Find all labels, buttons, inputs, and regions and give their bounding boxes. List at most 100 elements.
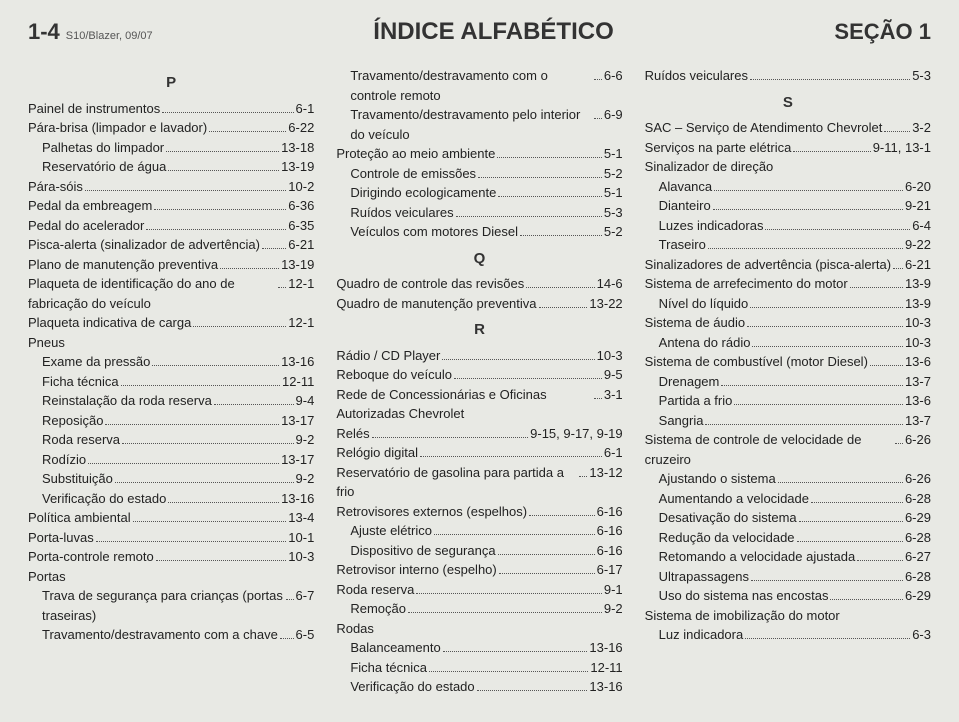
index-entry: Ficha técnica12-11 <box>336 658 622 678</box>
index-entry: Retomando a velocidade ajustada6-27 <box>645 547 931 567</box>
entry-label: Ruídos veiculares <box>350 203 453 223</box>
entry-label: Relés <box>336 424 369 444</box>
entry-page: 5-1 <box>604 144 623 164</box>
entry-page: 6-28 <box>905 567 931 587</box>
entry-label: Sistema de arrefecimento do motor <box>645 274 848 294</box>
entry-page: 10-3 <box>288 547 314 567</box>
index-entry: Serviços na parte elétrica9-11, 13-1 <box>645 138 931 158</box>
entry-label: Controle de emissões <box>350 164 476 184</box>
entry-label: Sistema de combustível (motor Diesel) <box>645 352 868 372</box>
index-entry: Pára-sóis10-2 <box>28 177 314 197</box>
index-entry: Verificação do estado13-16 <box>28 489 314 509</box>
leader-dots <box>857 560 903 561</box>
index-entry: Substituição9-2 <box>28 469 314 489</box>
leader-dots <box>372 437 529 438</box>
index-entry: Plano de manutenção preventiva13-19 <box>28 255 314 275</box>
leader-dots <box>454 378 602 379</box>
leader-dots <box>193 326 286 327</box>
index-entry: Remoção9-2 <box>336 599 622 619</box>
entry-label: Dianteiro <box>659 196 711 216</box>
leader-dots <box>156 560 287 561</box>
document-reference: S10/Blazer, 09/07 <box>66 30 153 42</box>
leader-dots <box>594 118 602 119</box>
leader-dots <box>105 424 279 425</box>
leader-dots <box>456 216 602 217</box>
leader-dots <box>209 131 286 132</box>
index-columns: PPainel de instrumentos6-1Pára-brisa (li… <box>28 66 931 697</box>
leader-dots <box>278 287 286 288</box>
entry-label: Nível do líquido <box>659 294 749 314</box>
index-entry: Quadro de manutenção preventiva13-22 <box>336 294 622 314</box>
index-entry: Redução da velocidade 6-28 <box>645 528 931 548</box>
entry-label: Plaqueta de identificação do ano de fabr… <box>28 274 276 313</box>
index-entry: Porta-controle remoto10-3 <box>28 547 314 567</box>
entry-label: Redução da velocidade <box>659 528 795 548</box>
leader-dots <box>478 177 602 178</box>
entry-page: 5-3 <box>912 66 931 86</box>
entry-label: Palhetas do limpador <box>42 138 164 158</box>
entry-page: 6-7 <box>296 586 315 606</box>
entry-page: 6-26 <box>905 430 931 450</box>
leader-dots <box>122 443 293 444</box>
entry-page: 13-16 <box>589 638 622 658</box>
index-entry: Plaqueta de identificação do ano de fabr… <box>28 274 314 313</box>
entry-label: Pára-brisa (limpador e lavador) <box>28 118 207 138</box>
index-entry: Ultrapassagens6-28 <box>645 567 931 587</box>
entry-label: Rodízio <box>42 450 86 470</box>
index-entry: Rodízio13-17 <box>28 450 314 470</box>
index-entry: Sistema de imobilização do motor <box>645 606 931 626</box>
index-entry: Trava de segurança para crianças (portas… <box>28 586 314 625</box>
entry-page: 12-11 <box>590 658 622 678</box>
index-entry: Verificação do estado13-16 <box>336 677 622 697</box>
entry-page: 6-3 <box>912 625 931 645</box>
entry-page: 5-3 <box>604 203 623 223</box>
entry-page: 13-22 <box>589 294 622 314</box>
entry-label: Desativação do sistema <box>659 508 797 528</box>
entry-label: Pára-sóis <box>28 177 83 197</box>
leader-dots <box>115 482 294 483</box>
entry-page: 13-6 <box>905 391 931 411</box>
index-entry: Pedal da embreagem6-36 <box>28 196 314 216</box>
leader-dots <box>529 515 595 516</box>
index-entry: Dirigindo ecologicamente5-1 <box>336 183 622 203</box>
leader-dots <box>146 229 286 230</box>
entry-label: Reposição <box>42 411 103 431</box>
entry-label: Verificação do estado <box>42 489 166 509</box>
entry-page: 6-29 <box>905 586 931 606</box>
index-entry: Reservatório de água13-19 <box>28 157 314 177</box>
index-entry: Luz indicadora6-3 <box>645 625 931 645</box>
index-entry: Alavanca6-20 <box>645 177 931 197</box>
entry-page: 9-1 <box>604 580 623 600</box>
index-entry: Pisca-alerta (sinalizador de advertência… <box>28 235 314 255</box>
index-entry: Sistema de arrefecimento do motor 13-9 <box>645 274 931 294</box>
leader-dots <box>799 521 903 522</box>
leader-dots <box>286 599 294 600</box>
entry-page: 9-2 <box>296 430 315 450</box>
entry-page: 13-9 <box>905 294 931 314</box>
index-entry: Nível do líquido 13-9 <box>645 294 931 314</box>
entry-page: 6-5 <box>296 625 315 645</box>
entry-label: Ajustando o sistema <box>659 469 776 489</box>
entry-label: Porta-luvas <box>28 528 94 548</box>
index-entry: Pedal do acelerador6-35 <box>28 216 314 236</box>
entry-page: 13-16 <box>589 677 622 697</box>
leader-dots <box>778 482 903 483</box>
entry-page: 13-9 <box>905 274 931 294</box>
entry-label: Ficha técnica <box>42 372 119 392</box>
leader-dots <box>751 580 903 581</box>
leader-dots <box>830 599 902 600</box>
entry-page: 12-1 <box>288 274 314 294</box>
index-entry: Ruídos veiculares5-3 <box>645 66 931 86</box>
index-entry: Travamento/destravamento com a chave6-5 <box>28 625 314 645</box>
entry-page: 6-16 <box>597 502 623 522</box>
leader-dots <box>477 690 588 691</box>
index-entry: Sistema de controle de velocidade de cru… <box>645 430 931 469</box>
entry-page: 6-28 <box>905 528 931 548</box>
leader-dots <box>594 398 602 399</box>
entry-page: 13-4 <box>288 508 314 528</box>
entry-label: Sistema de áudio <box>645 313 745 333</box>
entry-page: 13-17 <box>281 411 314 431</box>
index-entry: Porta-luvas10-1 <box>28 528 314 548</box>
entry-page: 6-1 <box>604 443 623 463</box>
index-entry: Exame da pressão13-16 <box>28 352 314 372</box>
